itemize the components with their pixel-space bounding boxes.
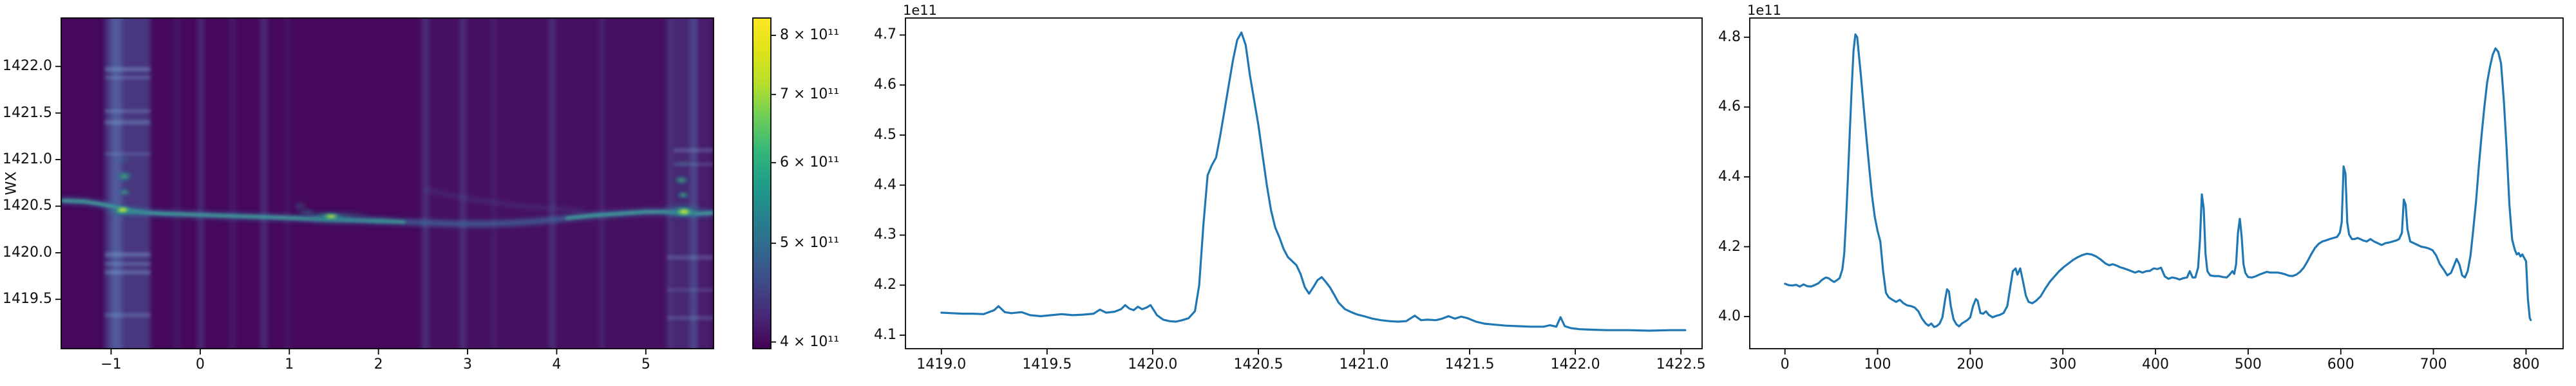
heatmap-streak: [667, 255, 714, 260]
spectrum-left-curve: [940, 31, 1687, 332]
heatmap-streak: [667, 315, 714, 320]
heatmap-streak: [104, 270, 151, 275]
heatmap-stripe: [599, 18, 604, 349]
waterfall-axes: [55, 17, 714, 354]
heatmap-streak: [104, 109, 151, 113]
heatmap-stripe: [229, 18, 236, 349]
heatmap-streak: [104, 75, 151, 80]
colorbar: [752, 17, 772, 349]
heatmap-stripe: [111, 18, 122, 349]
waterfall-spines: [61, 17, 714, 349]
heatmap-streak: [104, 262, 151, 266]
spectrum-left-axes: [900, 17, 1703, 354]
heatmap-stripe: [197, 18, 204, 349]
heatmap-streak: [104, 313, 151, 318]
heatmap-blob: [323, 214, 339, 219]
spectrum-left-spines: [905, 17, 1703, 349]
heatmap-streak: [104, 152, 151, 156]
heatmap-blob: [352, 215, 406, 225]
heatmap-stripe: [708, 18, 714, 349]
heatmap-stripe: [285, 18, 290, 349]
heatmap-stripe: [703, 18, 708, 349]
heatmap-blob: [673, 174, 690, 185]
heatmap-image: [61, 18, 714, 349]
heatmap-blob: [111, 154, 134, 165]
heatmap-upper-streak: [424, 187, 584, 213]
heatmap-streak: [667, 288, 714, 292]
heatmap-stripe: [422, 18, 429, 349]
heatmap-blob: [117, 188, 131, 197]
heatmap-blob: [676, 190, 691, 199]
heatmap-streak: [104, 252, 151, 257]
heatmap-streak: [104, 67, 151, 72]
heatmap-stripe: [690, 18, 697, 349]
spectrum-right-curve: [1784, 33, 2532, 328]
heatmap-blob: [115, 170, 134, 183]
heatmap-blob: [676, 208, 692, 216]
heatmap-stripe: [667, 18, 674, 349]
heatmap-blob: [674, 158, 692, 169]
spectrum-right-spines: [1749, 17, 2564, 349]
heatmap-blob: [115, 207, 131, 214]
heatmap-stripe: [260, 18, 267, 349]
heatmap-stripe: [427, 18, 668, 349]
heatmap-stripe: [173, 18, 181, 349]
heatmap-stripe: [491, 18, 497, 349]
heatmap-stripe: [460, 18, 466, 349]
heatmap-streak: [104, 120, 151, 125]
heatmap-streak: [673, 147, 714, 153]
heatmap-blob: [296, 207, 318, 217]
spectrum-right-axes: [1744, 17, 2564, 354]
heatmap-stripe: [549, 18, 555, 349]
heatmap-streak: [673, 162, 714, 167]
